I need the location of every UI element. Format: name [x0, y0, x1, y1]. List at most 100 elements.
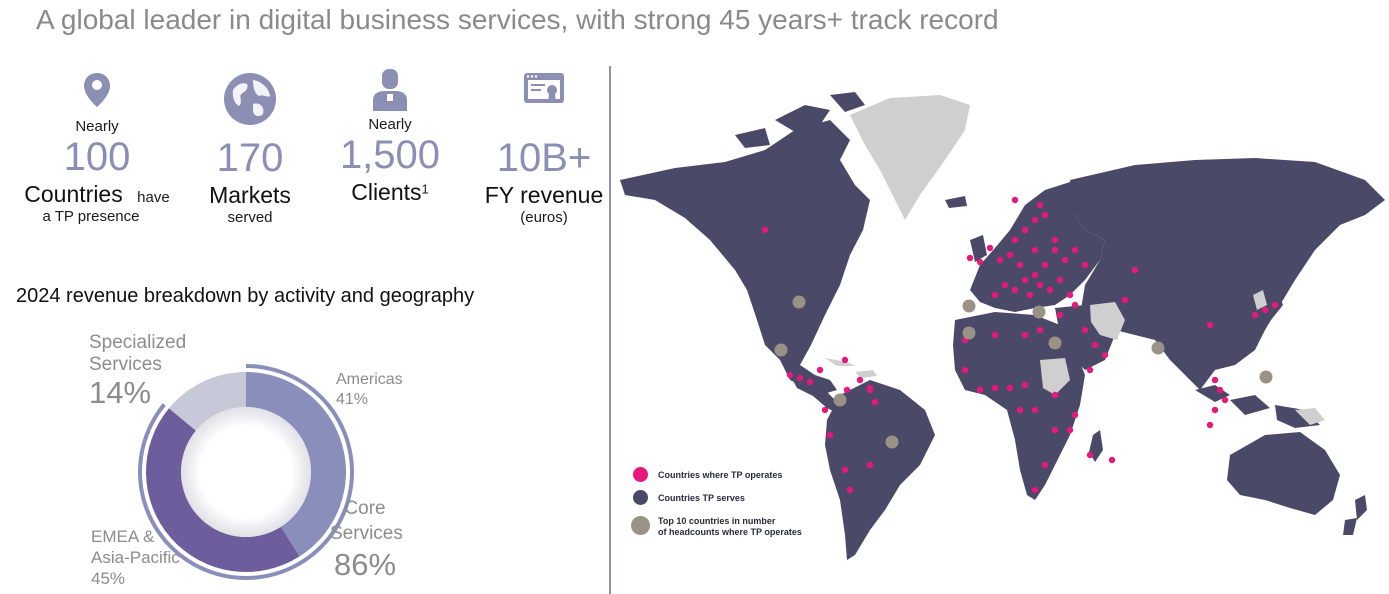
operates-dot	[1066, 426, 1074, 434]
operates-dot	[1066, 291, 1074, 299]
operates-dot	[1108, 456, 1116, 464]
stat-label: Markets	[209, 182, 291, 208]
specialized-pct: 14%	[89, 375, 152, 410]
operates-dot	[1091, 341, 1099, 349]
top10-dot	[1259, 370, 1273, 384]
map-papua-unserved	[1295, 408, 1325, 425]
client-icon	[373, 69, 407, 111]
operates-dot	[1031, 246, 1039, 254]
operates-dot	[1021, 226, 1029, 234]
operates-dot	[866, 384, 874, 392]
stat-label-suffix: have	[137, 189, 170, 206]
map-south-america	[825, 380, 935, 560]
legend-operates: Countries where TP operates	[633, 467, 782, 482]
operates-dot	[1021, 331, 1029, 339]
operates-dot	[1016, 261, 1024, 269]
operates-dot	[786, 371, 794, 379]
specialized-label: Specialized Services 14%	[89, 332, 187, 410]
operates-dot	[761, 226, 769, 234]
operates-dot	[1011, 236, 1019, 244]
stat-revenue: 10B+ FY revenue (euros)	[474, 72, 614, 226]
top10-dot	[833, 393, 847, 407]
map-caribbean	[825, 358, 877, 378]
stat-countries: Nearly 100 Countries have a TP presence	[12, 72, 182, 225]
operates-dot	[1206, 421, 1214, 429]
legend-serves: Countries TP serves	[633, 490, 745, 505]
operates-dot	[821, 406, 829, 414]
operates-dot	[1206, 321, 1214, 329]
operates-dot	[1221, 396, 1229, 404]
core-label: Core Services 86%	[330, 498, 403, 582]
operates-dot	[991, 291, 999, 299]
operates-dot	[1056, 311, 1064, 319]
stat-label: FY revenue	[484, 182, 604, 208]
donut-slice-emea-asia-pacific	[146, 408, 300, 572]
operates-dot	[966, 254, 974, 262]
stat-sub: served	[227, 209, 273, 226]
operates-dot	[841, 466, 849, 474]
operates-dot	[1211, 406, 1219, 414]
operates-dot	[1036, 326, 1044, 334]
operates-dot	[841, 356, 849, 364]
operates-dot	[1211, 376, 1219, 384]
operates-dot	[1086, 451, 1094, 459]
operates-dot	[1016, 406, 1024, 414]
stat-value: 1,500	[339, 133, 441, 177]
top10-dot	[792, 295, 806, 309]
operates-dot	[1086, 366, 1094, 374]
operates-dot	[1021, 381, 1029, 389]
map-libya	[1040, 358, 1070, 395]
operates-dot	[1011, 196, 1019, 204]
operates-dot	[856, 376, 864, 384]
donut-slice-specialized-services	[168, 372, 246, 431]
operates-dot	[1071, 301, 1079, 309]
operates-dot	[1031, 271, 1039, 279]
operates-dot	[1051, 246, 1059, 254]
legend-operates-swatch	[633, 467, 648, 482]
revenue-donut-chart	[137, 364, 354, 580]
page-title: A global leader in digital business serv…	[36, 4, 999, 35]
operates-dot	[991, 331, 999, 339]
map-europe	[970, 182, 1105, 312]
operates-dot	[1031, 216, 1039, 224]
stat-markets: 170 Markets served	[190, 72, 310, 226]
map-australia	[1227, 432, 1340, 515]
vertical-divider	[609, 66, 611, 594]
operates-dot	[976, 386, 984, 394]
operates-dot	[1036, 281, 1044, 289]
americas-label: Americas 41%	[336, 371, 403, 408]
map-asia	[1070, 158, 1385, 390]
top10-dot	[962, 326, 976, 340]
operates-dot	[1081, 261, 1089, 269]
operates-dot	[846, 486, 854, 494]
operates-dot	[1041, 211, 1049, 219]
map-north-america	[620, 120, 870, 395]
operates-dot	[806, 378, 814, 386]
stat-value: 170	[216, 136, 284, 180]
stat-sub: a TP presence	[42, 208, 140, 225]
top10-dot	[1048, 336, 1062, 350]
legend-top10: Top 10 countries in number of headcounts …	[631, 516, 802, 538]
map-africa	[953, 312, 1085, 500]
top10-dot	[1151, 341, 1165, 355]
operates-dot	[816, 366, 824, 374]
operates-dot	[996, 256, 1004, 264]
operates-dot	[1071, 411, 1079, 419]
operates-dot	[1046, 286, 1054, 294]
map-southeast-asia	[1195, 385, 1320, 428]
stat-prefix: Nearly	[75, 118, 119, 135]
operates-dot	[1051, 426, 1059, 434]
operates-dot	[976, 258, 984, 266]
operates-dot	[1271, 301, 1279, 309]
map-new-zealand	[1343, 495, 1367, 535]
operates-dot	[843, 386, 851, 394]
operates-dot	[1101, 351, 1109, 359]
operates-dot	[1006, 384, 1014, 392]
operates-dot	[1041, 261, 1049, 269]
operates-dot	[1251, 311, 1259, 319]
operates-dot	[1071, 246, 1079, 254]
operates-dot	[1121, 296, 1129, 304]
stat-value: 10B+	[496, 136, 592, 180]
operates-dot	[1026, 291, 1034, 299]
stat-label: Clients	[351, 179, 422, 205]
